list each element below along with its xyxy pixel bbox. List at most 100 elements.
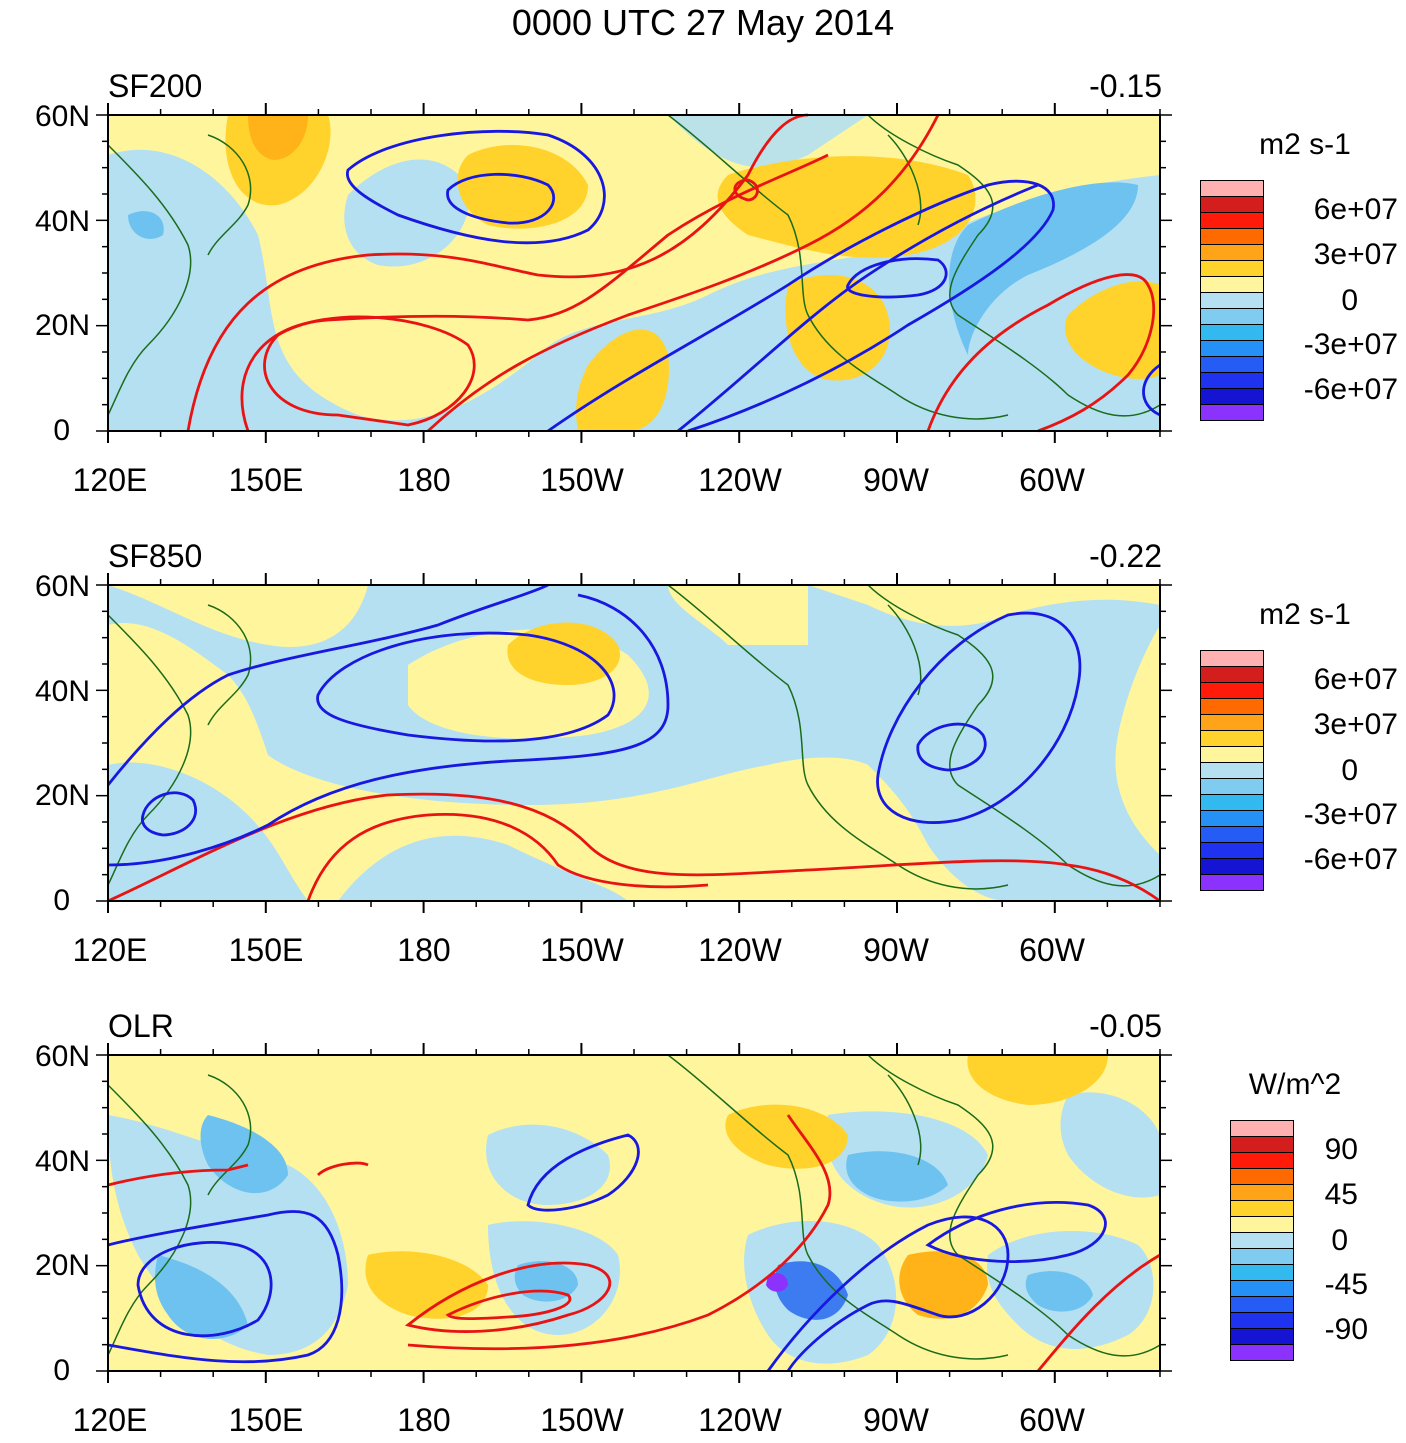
colorbar-tick-label: 0 [1341, 284, 1358, 317]
lon-label-150w: 150W [540, 932, 624, 968]
colorbar-swatch [1230, 1184, 1294, 1201]
lat-label-0: 0 [53, 414, 70, 447]
colorbar-swatch [1230, 1120, 1294, 1137]
colorbar-swatch [1200, 196, 1264, 213]
lon-label-60w: 60W [1019, 462, 1085, 498]
lat-label-60n: 60N [34, 1040, 90, 1073]
lon-label-180: 180 [397, 932, 451, 968]
lon-label-90w: 90W [863, 462, 929, 498]
colorbar-swatch [1200, 762, 1264, 779]
colorbar-swatch [1230, 1344, 1294, 1361]
colorbar-swatch [1200, 324, 1264, 341]
colorbar-swatch [1200, 842, 1264, 859]
colorbar-swatch [1230, 1200, 1294, 1217]
sf200-map [108, 115, 1160, 431]
colorbar-tick-label: 45 [1324, 1178, 1358, 1211]
olr-map [108, 1055, 1160, 1371]
colorbar-swatch [1200, 826, 1264, 843]
lon-label-120w: 120W [698, 1402, 782, 1438]
lon-label-120w: 120W [698, 462, 782, 498]
colorbar-swatch [1230, 1280, 1294, 1297]
colorbar-swatch [1200, 308, 1264, 325]
colorbar-swatch [1230, 1328, 1294, 1345]
colorbar-swatch [1230, 1216, 1294, 1233]
colorbar-swatch [1200, 714, 1264, 731]
lat-label-40n: 40N [34, 675, 90, 708]
colorbar-swatch [1200, 682, 1264, 699]
colorbar-units: W/m^2 [1248, 1068, 1342, 1101]
colorbar-swatch [1200, 228, 1264, 245]
lon-label-90w: 90W [863, 1402, 929, 1438]
panel-correlation: -0.15 [1089, 68, 1162, 104]
panel-correlation: -0.22 [1089, 538, 1162, 574]
colorbar-swatch [1200, 388, 1264, 405]
colorbar-swatch [1230, 1152, 1294, 1169]
colorbar-swatch [1200, 698, 1264, 715]
colorbar-swatch [1230, 1232, 1294, 1249]
panel-correlation: -0.05 [1089, 1008, 1162, 1044]
lat-label-20n: 20N [34, 309, 90, 342]
colorbar-swatch [1200, 794, 1264, 811]
colorbar-tick-label: -6e+07 [1303, 843, 1398, 876]
colorbar-swatch [1230, 1312, 1294, 1329]
colorbar-swatch [1200, 778, 1264, 795]
lon-label-120e: 120E [72, 1402, 148, 1438]
lat-label-20n: 20N [34, 779, 90, 812]
panel-label: SF200 [108, 68, 203, 104]
colorbar-swatch [1200, 730, 1264, 747]
colorbar-units: m2 s-1 [1259, 598, 1351, 631]
colorbar-tick-label: 90 [1324, 1133, 1358, 1166]
colorbar-swatch [1200, 292, 1264, 309]
lon-label-150e: 150E [228, 932, 304, 968]
lon-label-150e: 150E [228, 1402, 304, 1438]
colorbar-swatch [1200, 810, 1264, 827]
colorbar-tick-label: -6e+07 [1303, 373, 1398, 406]
figure-title: 0000 UTC 27 May 2014 [511, 2, 895, 43]
colorbar-units: m2 s-1 [1259, 128, 1351, 161]
lat-label-0: 0 [53, 884, 70, 917]
colorbar-swatch [1200, 372, 1264, 389]
colorbar-swatch [1200, 858, 1264, 875]
colorbar-swatch [1230, 1296, 1294, 1313]
panel-sf850: SF850 -0.22 60N 40N 20N 0 120E 150E 180 … [0, 470, 1406, 968]
colorbar-swatch [1200, 650, 1264, 667]
lon-label-150w: 150W [540, 462, 624, 498]
colorbar-tick-label: -90 [1324, 1313, 1368, 1346]
colorbar-tick-label: 6e+07 [1313, 663, 1398, 696]
lon-label-180: 180 [397, 462, 451, 498]
colorbar-tick-label: 3e+07 [1313, 238, 1398, 271]
lat-label-40n: 40N [34, 1145, 90, 1178]
panel-sf200: SF200 -0.15 60N 40N 20N 0 120E 150E 180 … [0, 0, 1406, 498]
colorbar-swatch [1200, 276, 1264, 293]
lon-label-150e: 150E [228, 462, 304, 498]
colorbar-swatch [1200, 180, 1264, 197]
colorbar-tick-label: 0 [1341, 754, 1358, 787]
colorbar-swatch [1200, 874, 1264, 891]
colorbar-swatch [1200, 340, 1264, 357]
colorbar-swatch [1230, 1248, 1294, 1265]
lat-label-60n: 60N [34, 570, 90, 603]
colorbar-swatch [1230, 1264, 1294, 1281]
sf850-map [108, 585, 1160, 901]
colorbar-swatch [1230, 1136, 1294, 1153]
colorbar-tick-label: -3e+07 [1303, 328, 1398, 361]
lon-label-120e: 120E [72, 462, 148, 498]
lon-label-150w: 150W [540, 1402, 624, 1438]
colorbar-tick-label: 0 [1331, 1224, 1348, 1257]
lat-label-20n: 20N [34, 1249, 90, 1282]
colorbar-swatch [1230, 1168, 1294, 1185]
colorbar-swatch [1200, 356, 1264, 373]
colorbar-swatch [1200, 666, 1264, 683]
lon-label-120w: 120W [698, 932, 782, 968]
colorbar-tick-label: -3e+07 [1303, 798, 1398, 831]
colorbar-tick-label: 3e+07 [1313, 708, 1398, 741]
lon-label-90w: 90W [863, 932, 929, 968]
lon-label-60w: 60W [1019, 932, 1085, 968]
colorbar-tick-label: -45 [1324, 1268, 1368, 1301]
lat-label-40n: 40N [34, 205, 90, 238]
panel-label: SF850 [108, 538, 203, 574]
lat-label-0: 0 [53, 1354, 70, 1387]
colorbar-swatch [1200, 244, 1264, 261]
lon-label-60w: 60W [1019, 1402, 1085, 1438]
colorbar-swatch [1200, 404, 1264, 421]
